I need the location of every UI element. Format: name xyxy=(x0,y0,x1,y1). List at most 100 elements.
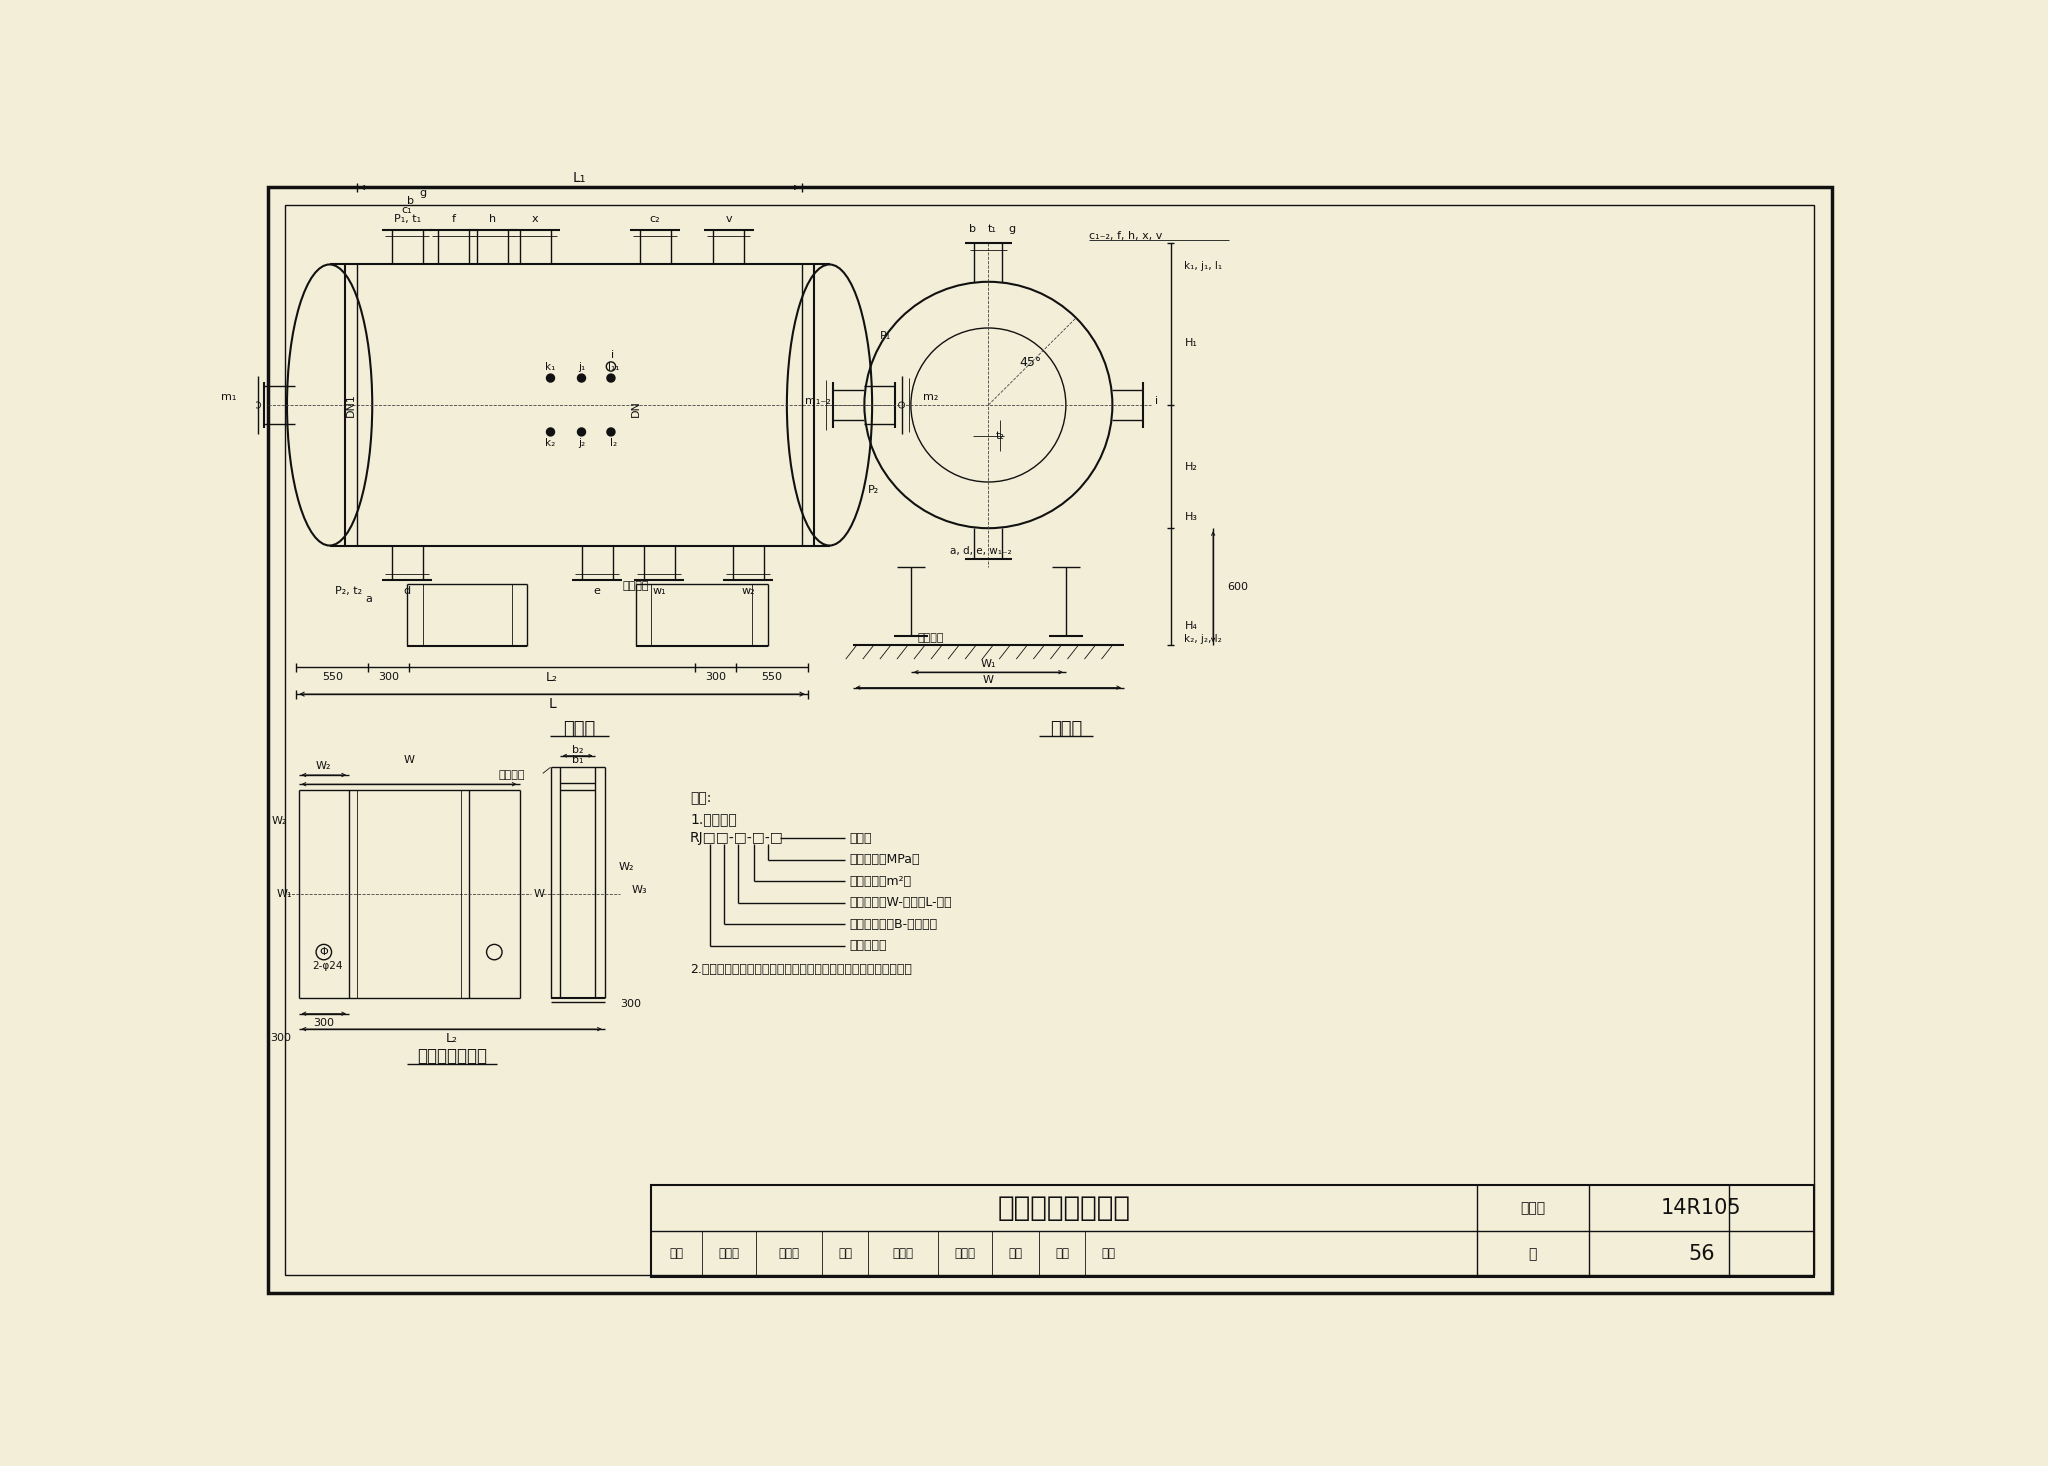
Text: W₂: W₂ xyxy=(272,817,287,827)
Text: P₂, t₂: P₂, t₂ xyxy=(336,586,362,597)
Text: L₂: L₂ xyxy=(446,1032,457,1045)
Text: W₃: W₃ xyxy=(633,885,647,896)
Text: L: L xyxy=(549,698,555,711)
Text: H₃: H₃ xyxy=(1184,512,1198,522)
Text: b: b xyxy=(969,224,977,235)
Circle shape xyxy=(578,428,586,435)
Text: a: a xyxy=(365,594,373,604)
Text: k₁, j₁, l₁: k₁, j₁, l₁ xyxy=(1184,261,1223,271)
Text: 热网加热器安装图: 热网加热器安装图 xyxy=(997,1193,1130,1221)
Text: w₂: w₂ xyxy=(741,586,756,597)
Text: t₁: t₁ xyxy=(987,224,997,235)
Text: W: W xyxy=(403,755,414,765)
Text: 朱正: 朱正 xyxy=(1102,1248,1116,1261)
Text: DN1: DN1 xyxy=(346,393,356,416)
Text: W₁: W₁ xyxy=(276,890,293,899)
Text: 滚动支座: 滚动支座 xyxy=(623,582,649,591)
Text: m₁: m₁ xyxy=(221,393,238,402)
Text: 换热管类型：B-不锈锤管: 换热管类型：B-不锈锤管 xyxy=(848,918,938,931)
Text: DN: DN xyxy=(631,400,641,418)
Text: W₁: W₁ xyxy=(981,660,995,670)
Text: l₁₁: l₁₁ xyxy=(608,362,621,372)
Text: 图集号: 图集号 xyxy=(1520,1201,1546,1215)
Text: g: g xyxy=(420,188,426,198)
Text: f: f xyxy=(453,214,455,224)
Text: w₁: w₁ xyxy=(651,586,666,597)
Text: l₂: l₂ xyxy=(610,438,618,447)
Text: RJ□□-□-□-□: RJ□□-□-□-□ xyxy=(690,831,784,844)
Text: 朱正: 朱正 xyxy=(1055,1248,1069,1261)
Text: c₂: c₂ xyxy=(649,214,659,224)
Circle shape xyxy=(547,374,555,383)
Text: 传热面积（m²）: 传热面积（m²） xyxy=(848,875,911,888)
Text: 300: 300 xyxy=(379,673,399,682)
Text: g: g xyxy=(1008,224,1016,235)
Text: c₁₋₂, f, h, x, v: c₁₋₂, f, h, x, v xyxy=(1090,230,1163,240)
Text: b₂: b₂ xyxy=(571,745,584,755)
Text: 管程数: 管程数 xyxy=(848,831,870,844)
Text: i: i xyxy=(610,350,614,361)
Text: Φ: Φ xyxy=(319,947,328,957)
Text: 设计压力（MPa）: 设计压力（MPa） xyxy=(848,853,920,866)
Circle shape xyxy=(606,374,614,383)
Text: 2.本图依据特定产品的图纸绘制。设计选用时需与厂商确认尺寸。: 2.本图依据特定产品的图纸绘制。设计选用时需与厂商确认尺寸。 xyxy=(690,963,911,975)
Text: a, d, e, w₁₋₂: a, d, e, w₁₋₂ xyxy=(950,547,1012,556)
Text: 滚动支座: 滚动支座 xyxy=(498,770,524,780)
Text: 立面图: 立面图 xyxy=(563,720,596,737)
Text: i: i xyxy=(1155,396,1157,406)
Text: 600: 600 xyxy=(1227,582,1247,592)
Text: 300: 300 xyxy=(705,673,727,682)
Text: H₂: H₂ xyxy=(1184,462,1198,472)
Text: k₁: k₁ xyxy=(545,362,555,372)
Text: m₁₋₂: m₁₋₂ xyxy=(805,396,831,406)
Bar xyxy=(651,1185,1815,1277)
Text: j₁: j₁ xyxy=(578,362,586,372)
Text: 室内地坪: 室内地坪 xyxy=(918,632,944,642)
Text: H₁: H₁ xyxy=(1184,339,1198,349)
Text: e: e xyxy=(594,586,600,597)
Text: W₂: W₂ xyxy=(618,862,635,872)
Text: b₁: b₁ xyxy=(571,755,584,765)
Circle shape xyxy=(606,428,614,435)
Text: 1.型号说明: 1.型号说明 xyxy=(690,812,737,827)
Text: W: W xyxy=(983,674,993,685)
Circle shape xyxy=(547,428,555,435)
Text: 负责人: 负责人 xyxy=(954,1248,975,1261)
Text: 设计: 设计 xyxy=(1008,1248,1022,1261)
Text: k₂, j₂, l₂: k₂, j₂, l₂ xyxy=(1184,635,1223,644)
Text: 页: 页 xyxy=(1528,1248,1536,1261)
Text: W₂: W₂ xyxy=(315,761,332,771)
Text: P₂: P₂ xyxy=(868,485,879,494)
Text: 300: 300 xyxy=(270,1034,291,1044)
Text: 56: 56 xyxy=(1688,1245,1714,1264)
Text: P₁, t₁: P₁, t₁ xyxy=(393,214,420,224)
Text: 安装型式：W-卧式；L-立式: 安装型式：W-卧式；L-立式 xyxy=(848,896,952,909)
Text: j₂: j₂ xyxy=(578,438,586,447)
Text: c₁: c₁ xyxy=(401,205,412,216)
Text: 300: 300 xyxy=(621,1000,641,1010)
Text: 冯继蕃: 冯继蕃 xyxy=(719,1248,739,1261)
Text: k₂: k₂ xyxy=(545,438,555,447)
Text: 14R105: 14R105 xyxy=(1661,1198,1741,1218)
Text: b: b xyxy=(408,195,414,205)
Text: 审核: 审核 xyxy=(670,1248,684,1261)
Text: L₂: L₂ xyxy=(547,670,557,683)
Text: 300: 300 xyxy=(313,1017,334,1028)
Text: 说明:: 说明: xyxy=(690,792,711,805)
Text: 右视图: 右视图 xyxy=(1051,720,1081,737)
Text: h: h xyxy=(489,214,496,224)
Text: 45°: 45° xyxy=(1020,356,1042,369)
Text: 支座安装尺寸图: 支座安装尺寸图 xyxy=(416,1047,487,1064)
Text: P₁: P₁ xyxy=(881,331,891,340)
Text: 热网加热器: 热网加热器 xyxy=(848,940,887,953)
Text: x: x xyxy=(532,214,539,224)
Text: m₂: m₂ xyxy=(922,393,938,402)
Text: v: v xyxy=(725,214,731,224)
Text: 2-φ24: 2-φ24 xyxy=(313,960,342,970)
Text: 孙征涛: 孙征涛 xyxy=(778,1248,799,1261)
Text: 550: 550 xyxy=(322,673,342,682)
Text: L₁: L₁ xyxy=(573,172,586,185)
Text: t₂: t₂ xyxy=(995,431,1004,441)
Text: 校对: 校对 xyxy=(838,1248,852,1261)
Circle shape xyxy=(578,374,586,383)
